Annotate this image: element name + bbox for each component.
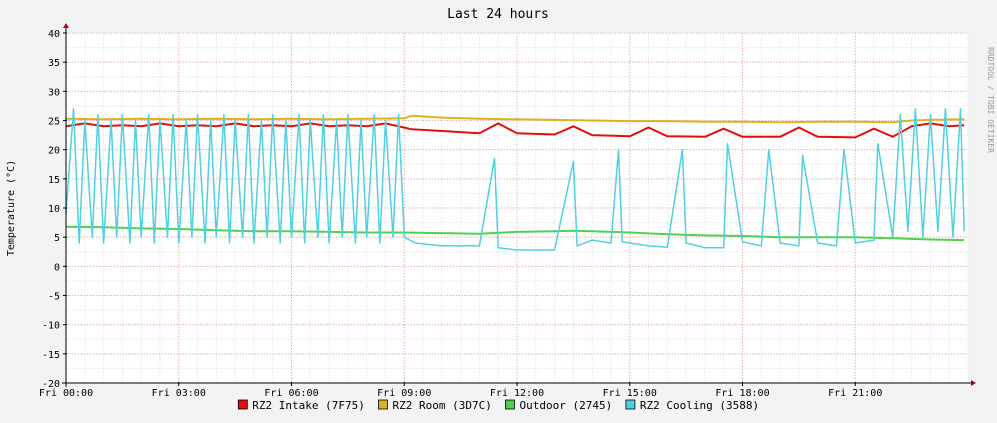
legend-label: RZ2 Room (3D7C) (393, 399, 492, 412)
axes-layer (62, 23, 976, 387)
series-line (65, 108, 965, 251)
x-tick-label: Fri 00:00 (39, 388, 93, 399)
series-layer (65, 108, 965, 251)
series-line (65, 114, 965, 124)
legend-label: RZ2 Cooling (3588) (640, 399, 759, 412)
legend-item: Outdoor (2745) (505, 399, 613, 412)
watermark: RRDTOOL / TOBI OETIKER (986, 47, 995, 153)
y-tick-label: 25 (48, 117, 60, 128)
series-line (65, 122, 965, 139)
series-2 (65, 114, 965, 124)
x-tick-label: Fri 03:00 (152, 388, 206, 399)
y-tick-label: 10 (48, 204, 60, 215)
series-3 (65, 225, 965, 242)
legend-label: Outdoor (2745) (520, 399, 613, 412)
x-tick-label: Fri 18:00 (715, 388, 769, 399)
y-tick-label: -5 (48, 292, 60, 303)
x-tick-label: Fri 12:00 (490, 388, 544, 399)
y-tick-label: -15 (42, 350, 60, 361)
legend-item: RZ2 Room (3D7C) (378, 399, 492, 412)
x-tick-label: Fri 15:00 (603, 388, 657, 399)
legend-swatch (378, 399, 388, 410)
legend-swatch (237, 399, 248, 410)
legend-label: RZ2 Intake (7F75) (252, 399, 365, 412)
y-axis-arrow (63, 23, 69, 28)
legend-item: RZ2 Cooling (3588) (625, 399, 759, 412)
x-axis-arrow (971, 380, 976, 386)
legend-swatch (625, 399, 636, 410)
legend: RZ2 Intake (7F75) RZ2 Room (3D7C) Outdoor … (237, 399, 759, 412)
y-tick-label: 30 (48, 87, 60, 98)
y-tick-label: 20 (48, 146, 60, 157)
y-tick-label: -20 (42, 379, 60, 390)
series-1 (65, 122, 965, 139)
series-4 (65, 108, 965, 251)
x-tick-label: Fri 21:00 (828, 388, 882, 399)
legend-item: RZ2 Intake (7F75) (237, 399, 365, 412)
y-tick-label: 0 (54, 262, 60, 273)
chart-title: Last 24 hours (447, 7, 549, 22)
y-tick-label: 15 (48, 175, 60, 186)
x-tick-label: Fri 06:00 (264, 388, 318, 399)
y-tick-labels: 40 35 30 25 20 15 10 5 0 -5 -10 -15 -20 (42, 29, 60, 390)
series-line (65, 225, 965, 242)
x-tick-label: Fri 09:00 (377, 388, 431, 399)
legend-swatch (505, 399, 515, 410)
y-tick-label: 40 (48, 29, 60, 40)
y-tick-label: 35 (48, 58, 60, 69)
x-tick-labels: Fri 00:00 Fri 03:00 Fri 06:00 Fri 09:00 Fri … (39, 388, 882, 399)
y-tick-label: -10 (42, 321, 60, 332)
y-axis-label: Temperature (°C) (6, 160, 17, 256)
y-tick-label: 5 (54, 233, 60, 244)
